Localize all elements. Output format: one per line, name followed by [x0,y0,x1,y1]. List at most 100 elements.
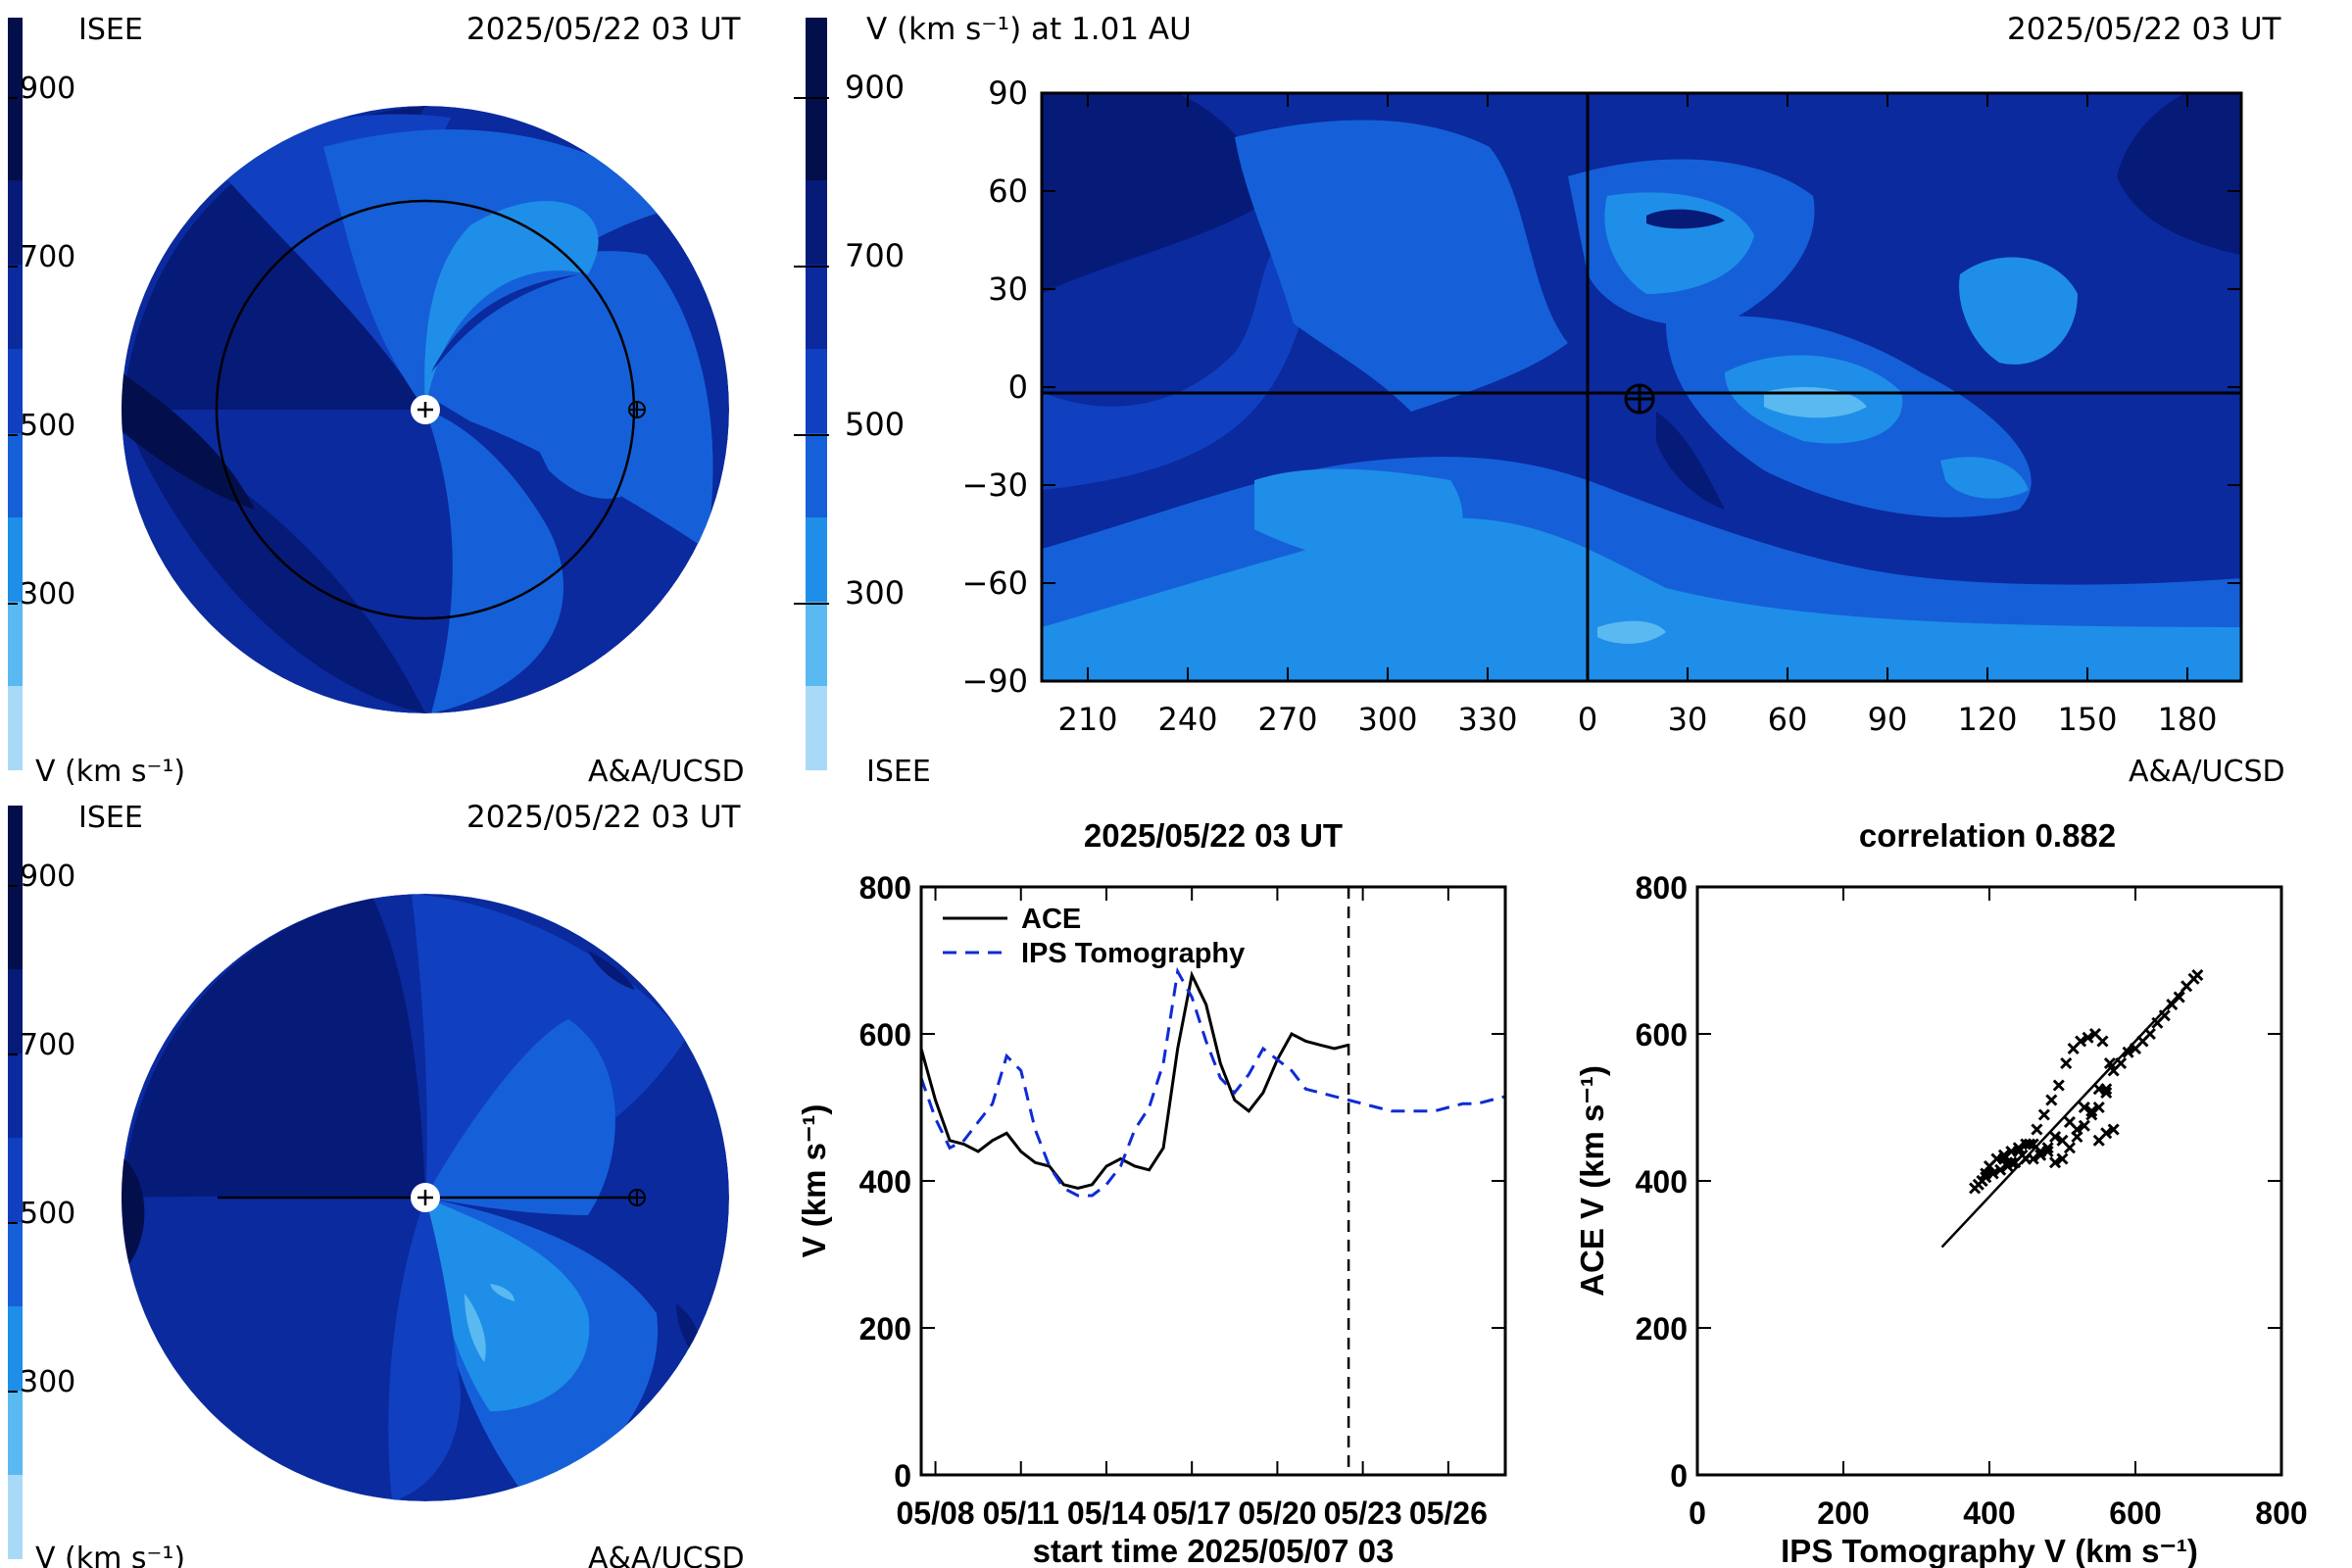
map-y-tick-label: −30 [961,466,1028,504]
scatter-point [2063,1115,2077,1129]
colorbar-seg-5 [8,1138,23,1222]
scatter-point [2023,1138,2036,1151]
line-plot-frame [919,885,1507,1477]
line-x-tick-label: 05/14 [1067,1495,1146,1531]
map-y-tick-label: −90 [961,662,1028,700]
colorbar-label-900: 900 [20,859,75,894]
colorbar-label-700: 700 [845,237,905,274]
colorbar-label-500: 500 [20,1197,75,1231]
scatter-x-tick-label: 800 [2255,1495,2307,1531]
map-y-tick-label: 60 [988,172,1028,210]
scatter-point [2122,1046,2134,1058]
colorbar-seg-3 [806,517,827,602]
ace-series-line [921,970,1349,1191]
colorbar-seg-3 [8,517,23,602]
scatter-point [2056,1134,2069,1147]
colorbar-label-500: 500 [20,409,75,443]
scatter-point [2191,968,2204,982]
scatter-point [2052,1079,2065,1092]
colorbar-label-500: 500 [845,406,905,443]
map-x-tick-label: 330 [1457,701,1517,738]
scatter-point [1994,1163,2007,1176]
scatter-point [2041,1142,2054,1154]
regression-line [1940,974,2199,1249]
scatter-y-tick-label: 0 [1670,1458,1688,1494]
scatter-point [2166,998,2179,1011]
line-y-axis-label: V (km s⁻¹) [796,1104,832,1258]
legend-label-ace: ACE [1021,904,1081,935]
scatter-point [2078,1101,2090,1114]
colorbar-seg-1 [806,686,827,770]
synoptic-contours [1042,93,2241,681]
scatter-point [2012,1142,2025,1154]
unit-label: V (km s⁻¹) [35,1542,185,1568]
map-credit-label: A&A/UCSD [2129,755,2285,789]
map-x-tick-label: 270 [1257,701,1317,738]
org-label: ISEE [78,801,143,835]
colorbar-tr: 900 700 500 300 [794,18,905,770]
line-x-tick-label: 05/20 [1238,1495,1316,1531]
map-x-tick-label: 0 [1578,701,1597,738]
colorbar-seg-4 [806,433,827,517]
line-y-tick-label: 600 [859,1017,911,1053]
map-y-tick-label: 30 [988,270,1028,308]
scatter-point [2056,1152,2069,1165]
velocity-disk [122,106,729,713]
colorbar-label-700: 700 [20,1028,75,1062]
colorbar-seg-6 [806,265,827,349]
scatter-point [2085,1104,2098,1117]
scatter-point [2136,1035,2149,1048]
timestamp: 2025/05/22 03 UT [466,12,742,47]
earth-icon [628,1189,646,1206]
line-y-tick-label: 400 [859,1164,911,1200]
scatter-point [2048,1156,2062,1169]
scatter-point [2088,1027,2102,1041]
colorbar-bl: 900 700 500 300 [8,806,75,1559]
line-y-tick-label: 200 [859,1311,911,1347]
scatter-point [2037,1108,2050,1121]
map-x-tick-label: 120 [1957,701,2017,738]
colorbar-tl: 900 700 500 300 [8,18,75,770]
line-x-tick-label: 05/17 [1152,1495,1231,1531]
scatter-x-tick-label: 200 [1817,1495,1869,1531]
credit-label: A&A/UCSD [588,1542,745,1568]
map-title: V (km s⁻¹) at 1.01 AU [866,12,1192,47]
sun-icon [411,1183,440,1212]
map-y-axis: 90 60 30 0 −30 −60 −90 [961,74,2241,700]
org-label: ISEE [78,13,143,47]
scatter-x-tick-label: 0 [1689,1495,1706,1531]
scatter-plot-area: 800 600 400 200 00 200 400 600 800 [1636,870,2308,1531]
scatter-point [2067,1042,2080,1055]
colorbar-seg-5 [8,349,23,433]
colorbar-seg-6 [8,1054,23,1138]
map-x-axis: 210 240 270 300 330 0 30 60 90 120 150 180 [1057,93,2218,738]
scatter-title: correlation 0.882 [1859,817,2116,854]
panel-ecliptic-view: 900 700 500 300 ISEE 2025/05/22 03 UT V … [8,12,745,789]
line-x-tick-label: 05/23 [1324,1495,1402,1531]
map-y-tick-label: 0 [1008,368,1028,406]
timestamp: 2025/05/22 03 UT [466,800,742,835]
scatter-point [2031,1123,2043,1136]
colorbar-seg-7 [8,969,23,1054]
scatter-y-axis-label: ACE V (km s⁻¹) [1574,1065,1610,1297]
scatter-point [2082,1031,2094,1044]
map-timestamp: 2025/05/22 03 UT [2007,12,2282,47]
line-y-tick-label: 0 [894,1458,911,1494]
scatter-point [2092,1083,2105,1096]
scatter-point [2005,1156,2018,1169]
colorbar-label-700: 700 [20,240,75,274]
colorbar-seg-4 [8,1222,23,1306]
line-x-axis-label: start time 2025/05/07 03 [1033,1533,1395,1568]
credit-label: A&A/UCSD [588,755,745,789]
colorbar-seg-2 [8,1391,23,1475]
colorbar-label-300: 300 [20,577,75,612]
scatter-point [2100,1086,2113,1100]
map-x-tick-label: 30 [1668,701,1708,738]
scatter-x-tick-label: 400 [1963,1495,2015,1531]
scatter-plot-frame [1695,885,2283,1477]
scatter-point [2103,1056,2116,1070]
scatter-point [2107,1123,2120,1136]
colorbar-seg-4 [8,433,23,517]
